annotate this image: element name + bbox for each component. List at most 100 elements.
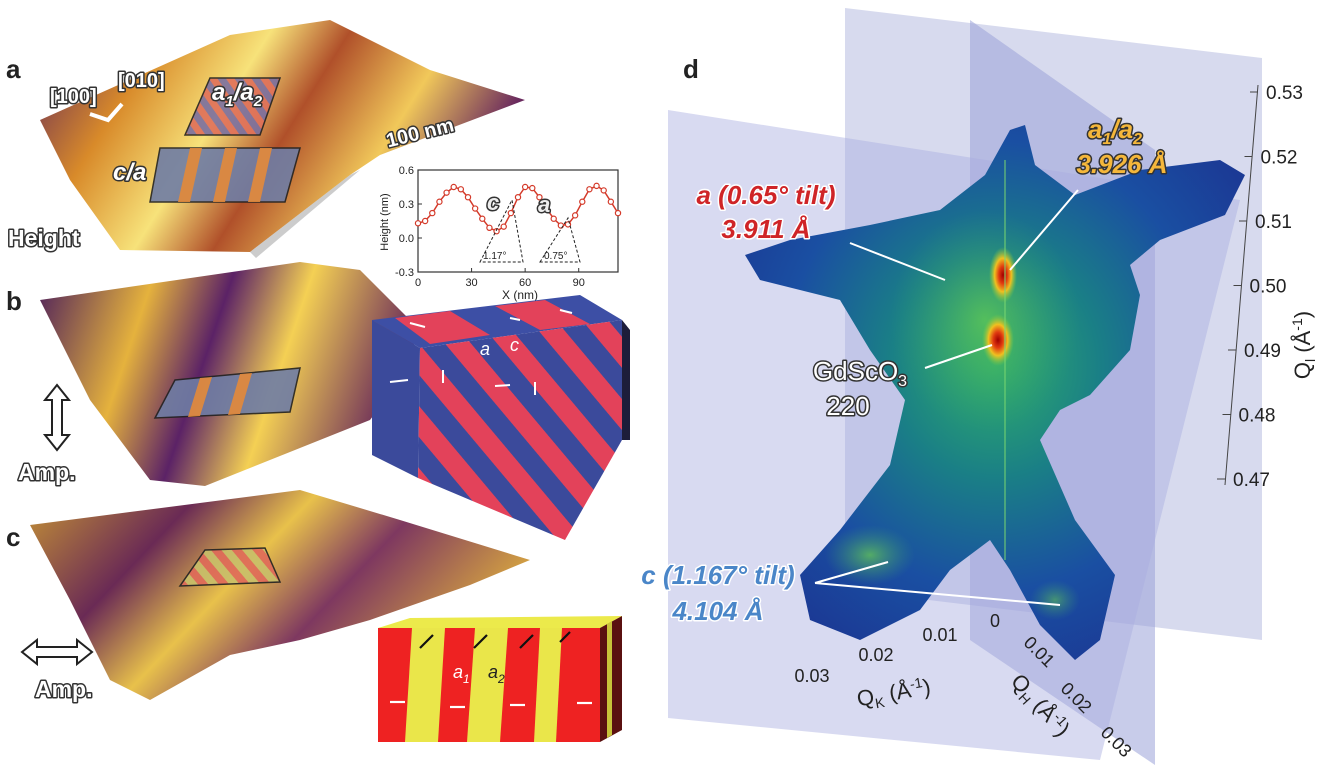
panel-d: d a (0.65° tilt) 3.911 Å a1/a2 3.926 Å G… [640,8,1318,765]
afm-amplitude-surface-c [30,490,530,700]
angle-left-label: 1.17° [483,251,506,262]
block-c-top [378,616,622,628]
green-glow-center [890,210,1080,430]
vertical-double-arrow-icon [42,383,72,452]
ql-tick-label: 0.53 [1266,83,1303,104]
panel-label-b: b [6,286,22,316]
qk-axis: 0.03 0.02 0.01 0 QK (Å-1) [794,611,1000,711]
inset-xtick-label: 90 [573,277,585,289]
block-b-label-c: c [510,335,519,355]
block-c-label-a2: a2 [488,662,505,686]
block-c-arrows [419,631,571,649]
profile-point [493,227,500,235]
ql-tick-label: 0.49 [1244,341,1281,362]
inset-xtick-label: 0 [415,277,421,289]
inset-ytick-label: 0.0 [399,233,414,245]
profile-point [550,215,557,222]
ca-stripes [178,148,272,202]
height-profile-inset: 0.6 0.3 0.0 -0.30 30 60 90 1.17° 0.75° c a Hei… [379,165,622,302]
ql-tick-label: 0.52 [1261,148,1298,169]
panel-c: c Amp. [6,490,530,704]
qk-tick-label: 0.01 [922,625,957,645]
peak-substrate [982,314,1014,366]
profile-point [429,209,436,217]
b-stripes [188,373,252,417]
profile-point [529,184,536,192]
profile-point [536,193,543,201]
panel-label-d: d [683,54,699,84]
annotation-substrate-line2: 220 [826,391,869,421]
block-b-top-stripes [395,300,590,344]
domain-block-c: a1 a2 [378,616,622,742]
block-c-label-a1: a1 [453,662,470,686]
profile-point [436,198,443,205]
domain-box-c [178,547,282,587]
profile-point [614,209,622,217]
direction-arrow-icon [89,102,124,123]
annotation-a-line1: a (0.65° tilt) [697,180,836,210]
profile-point [471,205,479,212]
annotation-substrate-line1: GdScO3 [813,356,907,390]
channel-amp-b: Amp. [18,459,76,485]
inset-xlabel: X (nm) [502,288,538,302]
green-glow-lower [825,525,915,585]
profile-point [421,217,429,225]
profile-point [593,182,600,190]
block-b-front [372,320,420,478]
profile-point [600,187,607,194]
profile-point [507,209,515,217]
direction-100: [100] [50,86,97,108]
inset-ylabel: Height (nm) [379,193,391,250]
panel-b: b Amp. [6,262,420,487]
angle-triangles [479,198,581,263]
qk-tick-label: 0 [990,611,1000,631]
ql-axis-label: Ql (Å-1) [1289,311,1318,379]
panel-label-a: a [6,54,21,84]
inset-label-c: c [487,190,499,215]
ql-axis: 0.53 0.52 0.51 0.50 0.49 0.48 0.47 Ql (Å-1) [1217,83,1318,491]
inset-label-a: a [538,192,550,217]
peak-a1a2 [989,247,1017,303]
domain-box-b [153,367,301,419]
profile-point [443,189,450,196]
inset-ticks: 0.6 0.3 0.0 -0.30 30 60 90 [395,165,585,289]
afm-shadow [250,170,360,258]
channel-height: Height [8,225,80,251]
ql-tick-label: 0.51 [1255,212,1292,233]
inset-ytick-label: 0.3 [399,199,414,211]
profile-point [486,224,493,231]
profile-point [457,186,465,193]
green-glow-lower-right [1030,580,1080,620]
profile-point [479,215,486,222]
block-c-side-stripes [607,621,612,738]
inset-xtick-label: 60 [519,277,531,289]
profile-point [586,186,593,193]
inset-ytick-label: -0.3 [395,267,414,279]
channel-amp-c: Amp. [35,676,93,702]
annotation-c-line2: 4.104 Å [671,596,763,626]
direction-010: [010] [118,70,165,92]
inset-xtick-label: 30 [465,277,477,289]
domain-ca-label: c/a [113,159,146,186]
annotation-a-line2: 3.911 Å [721,214,810,244]
profile-point [579,198,586,205]
profile-point [607,198,615,205]
block-b-side [418,320,622,540]
profile-point [450,183,457,191]
inset-plot-area [417,169,619,273]
profile-point [514,193,522,201]
block-b-label-a: a [480,339,490,359]
panel-a: a [100] [010] a1/a2 c/a 100 nm Height [6,20,525,258]
profile-points [414,182,622,235]
profile-point [464,193,472,201]
domain-a1a2-label: a1/a2 [212,79,263,110]
profile-point [543,205,550,212]
block-c-stripes [405,628,562,742]
angle-right-label: 0.75° [544,251,567,262]
ql-tick-label: 0.48 [1239,406,1276,427]
annotation-a1a2-line2: 3.926 Å [1076,149,1167,179]
annotation-a1a2-line1: a1/a2 [1088,114,1142,148]
scale-bar [380,134,470,161]
block-b-right [622,320,630,440]
